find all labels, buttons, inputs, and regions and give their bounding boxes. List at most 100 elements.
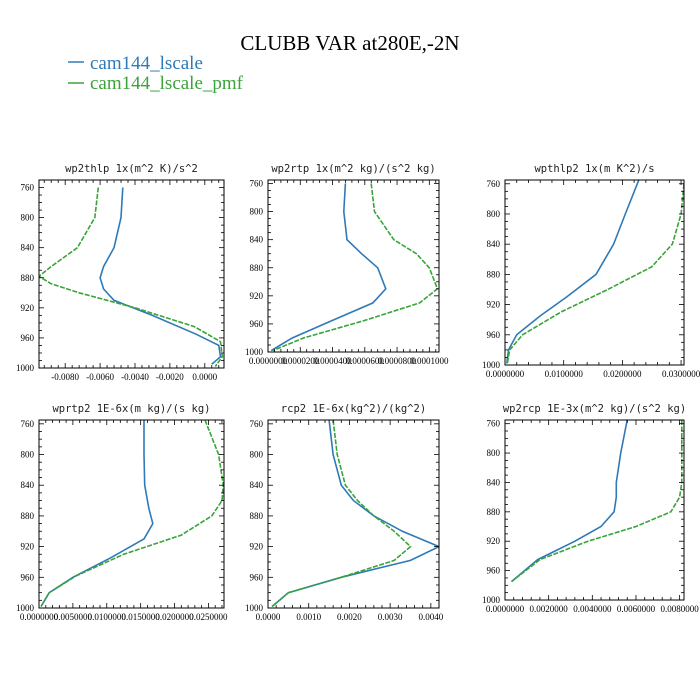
x-tick-label: 0.0020 bbox=[337, 612, 362, 622]
series-line-pmf bbox=[272, 183, 439, 352]
x-tick-label: -0.0060 bbox=[86, 372, 114, 382]
y-tick-label: 800 bbox=[487, 448, 501, 458]
x-tick-label: 0.0300000 bbox=[662, 369, 700, 379]
x-tick-label: 0.0010 bbox=[296, 612, 321, 622]
y-tick-label: 920 bbox=[487, 300, 501, 310]
y-tick-label: 1000 bbox=[482, 360, 501, 370]
x-tick-label: 0.0000000 bbox=[20, 612, 59, 622]
x-tick-label: 0.0001000 bbox=[410, 356, 449, 366]
x-tick-label: 0.0200000 bbox=[155, 612, 194, 622]
y-tick-label: 960 bbox=[487, 330, 501, 340]
series-line-pmf bbox=[271, 420, 412, 608]
y-tick-label: 960 bbox=[21, 572, 35, 582]
plot-frame bbox=[504, 419, 685, 601]
y-tick-label: 760 bbox=[250, 179, 264, 189]
y-tick-label: 840 bbox=[250, 480, 264, 490]
y-tick-label: 760 bbox=[487, 419, 501, 429]
x-tick-label: 0.0000800 bbox=[378, 356, 417, 366]
series-line-lscale bbox=[270, 183, 387, 352]
plot-frame bbox=[38, 419, 225, 609]
y-tick-label: 960 bbox=[250, 572, 264, 582]
x-tick-label: 0.0060000 bbox=[617, 604, 656, 614]
legend: cam144_lscale cam144_lscale_pmf bbox=[68, 53, 244, 94]
panel-title-wprtp2: wprtp2 1E-6x(m kg)/(s kg) bbox=[52, 403, 210, 415]
x-tick-label: 0.0150000 bbox=[122, 612, 161, 622]
y-tick-label: 960 bbox=[21, 333, 35, 343]
series-line-lscale bbox=[506, 180, 640, 364]
panel-wpthlp2: wpthlp2 1x(m K^2)/s 760 800 840 880 920 960 100… bbox=[482, 163, 700, 379]
y-tick-label: 920 bbox=[21, 303, 35, 313]
x-tick-label: 0.0040 bbox=[418, 612, 443, 622]
y-tick-label: 800 bbox=[250, 207, 264, 217]
x-tick-label: 0.0100000 bbox=[545, 369, 584, 379]
x-tick-label: 0.0200000 bbox=[603, 369, 642, 379]
y-tick-label: 840 bbox=[21, 243, 35, 253]
plot-frame bbox=[504, 179, 685, 366]
y-tick-label: 840 bbox=[21, 480, 35, 490]
x-tick-label: 0.0000400 bbox=[313, 356, 352, 366]
y-tick-label: 1000 bbox=[482, 595, 501, 605]
series-line-pmf bbox=[506, 183, 684, 364]
y-tick-label: 760 bbox=[487, 179, 501, 189]
plot-frame bbox=[267, 179, 440, 353]
y-tick-label: 920 bbox=[21, 542, 35, 552]
x-tick-label: 0.0000200 bbox=[281, 356, 320, 366]
y-tick-label: 760 bbox=[21, 419, 35, 429]
y-tick-label: 800 bbox=[21, 213, 35, 223]
legend-label-lscale: cam144_lscale bbox=[90, 53, 203, 74]
y-tick-label: 920 bbox=[250, 291, 264, 301]
panel-wp2thlp: wp2thlp 1x(m^2 K)/s^2 760 800 840 880 920 960 1… bbox=[16, 163, 225, 382]
panel-wp2rtp: wp2rtp 1x(m^2 kg)/(s^2 kg) 760 800 840 880 92… bbox=[245, 163, 449, 366]
legend-label-pmf: cam144_lscale_pmf bbox=[90, 73, 244, 94]
x-tick-label: 0.0050000 bbox=[54, 612, 93, 622]
panel-title-rcp2: rcp2 1E-6x(kg^2)/(kg^2) bbox=[281, 403, 426, 415]
panel-title-wp2thlp: wp2thlp 1x(m^2 K)/s^2 bbox=[65, 163, 198, 175]
y-tick-label: 800 bbox=[250, 450, 264, 460]
panel-wp2rcp: wp2rcp 1E-3x(m^2 kg)/(s^2 kg)760 800 840 88… bbox=[482, 403, 699, 614]
y-tick-label: 880 bbox=[250, 511, 264, 521]
x-tick-label: 0.0000600 bbox=[346, 356, 385, 366]
y-tick-label: 840 bbox=[487, 239, 501, 249]
y-tick-label: 960 bbox=[487, 566, 501, 576]
figure-title: CLUBB VAR at280E,-2N bbox=[240, 31, 459, 55]
plot-frame bbox=[267, 419, 440, 609]
y-tick-label: 760 bbox=[21, 183, 35, 193]
x-tick-label: 0.0000000 bbox=[486, 369, 525, 379]
panel-wprtp2: wprtp2 1E-6x(m kg)/(s kg) 760 800 840 880 920… bbox=[16, 403, 228, 622]
y-tick-label: 880 bbox=[487, 507, 501, 517]
y-tick-label: 760 bbox=[250, 419, 264, 429]
y-tick-label: 960 bbox=[250, 319, 264, 329]
panel-rcp2: rcp2 1E-6x(kg^2)/(kg^2) 760 800 840 880 920 96… bbox=[245, 403, 444, 622]
series-line-pmf bbox=[39, 187, 224, 367]
series-line-lscale bbox=[510, 420, 628, 583]
series-line-pmf bbox=[40, 420, 224, 607]
y-tick-label: 840 bbox=[487, 477, 501, 487]
y-tick-label: 920 bbox=[250, 542, 264, 552]
x-tick-label: 0.0080000 bbox=[661, 604, 700, 614]
y-tick-label: 800 bbox=[487, 209, 501, 219]
x-tick-label: -0.0020 bbox=[156, 372, 184, 382]
panel-title-wp2rtp: wp2rtp 1x(m^2 kg)/(s^2 kg) bbox=[271, 163, 435, 175]
x-tick-label: 0.0020000 bbox=[530, 604, 569, 614]
plot-frame bbox=[38, 179, 225, 369]
series-line-lscale bbox=[99, 187, 222, 365]
series-line-pmf bbox=[511, 420, 683, 583]
y-tick-label: 880 bbox=[21, 511, 35, 521]
x-tick-label: 0.0100000 bbox=[88, 612, 127, 622]
x-tick-label: -0.0040 bbox=[121, 372, 149, 382]
y-tick-label: 840 bbox=[250, 235, 264, 245]
x-tick-label: -0.0080 bbox=[51, 372, 79, 382]
x-tick-label: 0.0040000 bbox=[573, 604, 612, 614]
series-line-lscale bbox=[40, 420, 154, 607]
y-tick-label: 920 bbox=[487, 536, 501, 546]
panel-grid: wp2thlp 1x(m^2 K)/s^2 760 800 840 880 920 960 1… bbox=[16, 163, 700, 622]
y-tick-label: 880 bbox=[21, 273, 35, 283]
y-tick-label: 1000 bbox=[245, 347, 264, 357]
y-tick-label: 1000 bbox=[16, 603, 35, 613]
panel-title-wp2rcp: wp2rcp 1E-3x(m^2 kg)/(s^2 kg) bbox=[503, 403, 686, 415]
x-tick-label: 0.0000 bbox=[256, 612, 281, 622]
panel-title-wpthlp2: wpthlp2 1x(m K^2)/s bbox=[534, 163, 654, 175]
series-line-lscale bbox=[271, 420, 439, 608]
y-tick-label: 1000 bbox=[16, 363, 35, 373]
